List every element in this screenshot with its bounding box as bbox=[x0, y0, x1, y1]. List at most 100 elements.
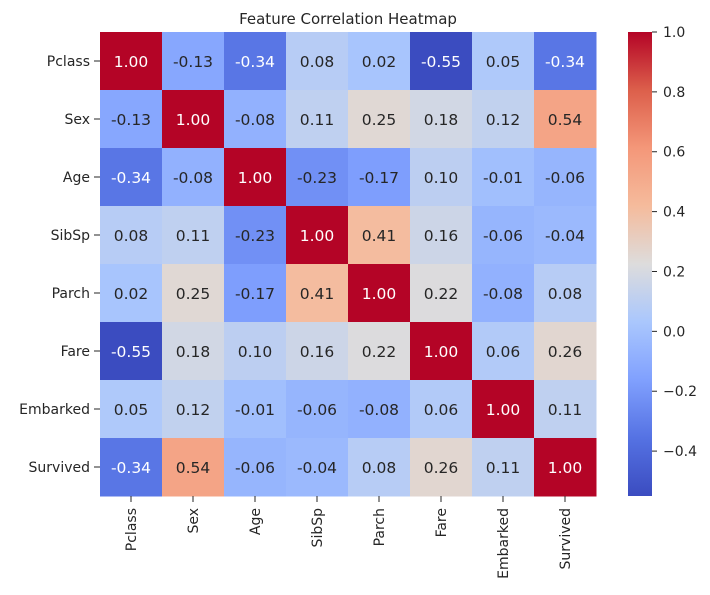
heatmap-cell bbox=[348, 148, 411, 207]
heatmap-cell bbox=[162, 32, 225, 91]
heatmap-cell bbox=[410, 32, 473, 91]
colorbar: −0.4 −0.2 0.0 0.2 0.4 0.6 0.8 1.0 bbox=[628, 25, 697, 496]
cell-value-label: -0.08 bbox=[235, 111, 275, 129]
heatmap-cell bbox=[348, 264, 411, 323]
heatmap-cell bbox=[224, 90, 287, 149]
heatmap-cell bbox=[162, 438, 225, 497]
heatmap-cell bbox=[286, 148, 349, 207]
cell-value-label: -0.34 bbox=[111, 169, 151, 187]
heatmap-cell bbox=[224, 322, 287, 381]
cell-value-label: 0.16 bbox=[300, 343, 335, 361]
column-tick-label: Age bbox=[248, 508, 264, 535]
heatmap-cell bbox=[100, 148, 163, 207]
heatmap-cell bbox=[100, 90, 163, 149]
cell-value-label: 0.18 bbox=[424, 111, 459, 129]
heatmap-cell bbox=[410, 148, 473, 207]
heatmap-cell bbox=[286, 264, 349, 323]
heatmap-cell bbox=[162, 90, 225, 149]
heatmap-cell bbox=[100, 438, 163, 497]
cell-value-label: -0.04 bbox=[545, 227, 585, 245]
cell-value-label: -0.06 bbox=[483, 227, 523, 245]
colorbar-tick-label: 0.8 bbox=[663, 85, 685, 101]
colorbar-tick-label: −0.4 bbox=[663, 444, 697, 460]
cell-value-label: -0.34 bbox=[545, 53, 585, 71]
heatmap-cell bbox=[100, 32, 163, 91]
column-tick-label: Pclass bbox=[124, 508, 140, 551]
heatmap-cell bbox=[348, 380, 411, 439]
cell-value-label: -0.55 bbox=[111, 343, 151, 361]
colorbar-tick-label: 0.4 bbox=[663, 205, 685, 221]
heatmap-cell bbox=[348, 32, 411, 91]
heatmap-cell bbox=[410, 380, 473, 439]
heatmap-cell bbox=[224, 380, 287, 439]
column-tick-label: Survived bbox=[558, 508, 574, 569]
heatmap-cell bbox=[472, 206, 535, 265]
cell-value-label: 0.06 bbox=[424, 401, 459, 419]
cell-value-label: -0.08 bbox=[173, 169, 213, 187]
cell-value-label: 0.22 bbox=[362, 343, 397, 361]
row-tick-label: Pclass bbox=[47, 54, 90, 70]
colorbar-tick-label: 0.2 bbox=[663, 264, 685, 280]
cell-value-label: -0.34 bbox=[235, 53, 275, 71]
heatmap-cell bbox=[162, 264, 225, 323]
cell-value-label: 0.06 bbox=[486, 343, 521, 361]
chart-title: Feature Correlation Heatmap bbox=[239, 10, 457, 28]
cell-value-label: 1.00 bbox=[300, 227, 335, 245]
column-tick-labels: Pclass Sex Age SibSp Parch Fare Embarked Surviv… bbox=[124, 496, 574, 579]
heatmap-cell bbox=[224, 438, 287, 497]
cell-value-label: 0.02 bbox=[114, 285, 149, 303]
cell-value-label: 0.11 bbox=[300, 111, 335, 129]
heatmap-cell-labels: 1.00 -0.13 -0.34 0.08 0.02 -0.55 0.05 -0.34 -0.1… bbox=[111, 53, 585, 477]
row-tick-label: Sex bbox=[64, 112, 90, 128]
heatmap-cell bbox=[472, 148, 535, 207]
heatmap-cell bbox=[162, 322, 225, 381]
heatmap-cell bbox=[410, 322, 473, 381]
cell-value-label: 0.08 bbox=[548, 285, 583, 303]
heatmap-cell bbox=[286, 206, 349, 265]
heatmap-cell bbox=[472, 32, 535, 91]
cell-value-label: 0.41 bbox=[300, 285, 335, 303]
heatmap-cell bbox=[410, 206, 473, 265]
cell-value-label: 1.00 bbox=[486, 401, 521, 419]
heatmap-cell bbox=[100, 322, 163, 381]
cell-value-label: 0.54 bbox=[176, 459, 211, 477]
heatmap-cell bbox=[100, 206, 163, 265]
cell-value-label: -0.55 bbox=[421, 53, 461, 71]
heatmap-cell bbox=[348, 90, 411, 149]
cell-value-label: 0.26 bbox=[548, 343, 583, 361]
cell-value-label: 1.00 bbox=[176, 111, 211, 129]
cell-value-label: -0.17 bbox=[359, 169, 399, 187]
cell-value-label: 0.12 bbox=[486, 111, 521, 129]
cell-value-label: 0.05 bbox=[114, 401, 149, 419]
cell-value-label: 1.00 bbox=[548, 459, 583, 477]
heatmap-cell bbox=[162, 206, 225, 265]
heatmap-cell bbox=[410, 264, 473, 323]
cell-value-label: -0.23 bbox=[235, 227, 275, 245]
cell-value-label: 0.05 bbox=[486, 53, 521, 71]
heatmap-cell bbox=[534, 380, 597, 439]
cell-value-label: 0.10 bbox=[424, 169, 459, 187]
cell-value-label: 0.11 bbox=[548, 401, 583, 419]
cell-value-label: -0.01 bbox=[235, 401, 275, 419]
cell-value-label: 0.54 bbox=[548, 111, 583, 129]
cell-value-label: 0.08 bbox=[362, 459, 397, 477]
cell-value-label: 0.11 bbox=[176, 227, 211, 245]
heatmap-cell bbox=[348, 206, 411, 265]
cell-value-label: -0.06 bbox=[297, 401, 337, 419]
colorbar-tick-label: 0.6 bbox=[663, 145, 685, 161]
row-tick-label: Survived bbox=[29, 460, 90, 476]
heatmap-cell bbox=[410, 90, 473, 149]
column-tick-label: Parch bbox=[372, 508, 388, 546]
cell-value-label: 1.00 bbox=[238, 169, 273, 187]
column-tick-label: SibSp bbox=[310, 508, 326, 548]
heatmap-cell bbox=[286, 32, 349, 91]
heatmap-cell bbox=[472, 438, 535, 497]
row-tick-labels: Pclass Sex Age SibSp Parch Fare Embarked Surviv… bbox=[19, 54, 100, 476]
cell-value-label: 0.11 bbox=[486, 459, 521, 477]
cell-value-label: -0.01 bbox=[483, 169, 523, 187]
cell-value-label: 0.25 bbox=[176, 285, 211, 303]
cell-value-label: -0.13 bbox=[111, 111, 151, 129]
heatmap-cell bbox=[100, 264, 163, 323]
heatmap-cell bbox=[224, 264, 287, 323]
